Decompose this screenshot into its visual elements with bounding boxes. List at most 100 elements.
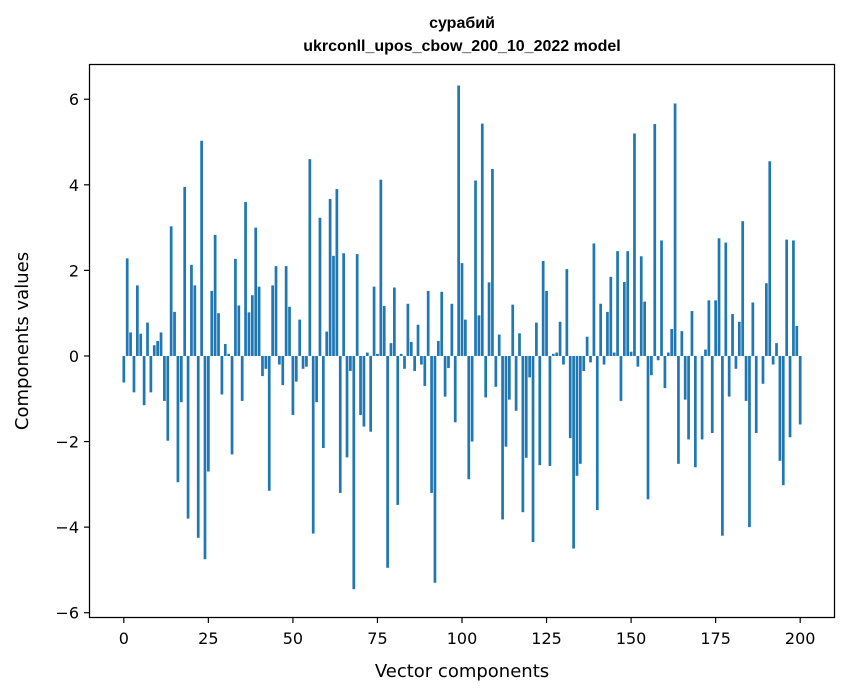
bar (535, 322, 538, 356)
y-axis-label: Components values (12, 252, 33, 430)
bar (156, 341, 159, 356)
bar (663, 355, 667, 389)
bar (440, 291, 444, 356)
bar (315, 355, 318, 403)
y-tick-label: 6 (69, 90, 79, 109)
bar (507, 355, 511, 400)
bar (572, 355, 575, 549)
bar (551, 353, 555, 356)
bar (714, 300, 717, 356)
bar (795, 326, 799, 356)
bar (619, 355, 623, 401)
bar (765, 283, 768, 356)
bar (325, 331, 329, 356)
bar (413, 355, 417, 371)
bar (650, 355, 653, 376)
bar (207, 355, 210, 472)
bar (558, 321, 562, 356)
bar (173, 311, 176, 356)
bar (700, 355, 704, 440)
bar (582, 355, 586, 371)
bar (680, 331, 684, 356)
bar (443, 355, 447, 397)
bar (589, 355, 592, 363)
bar (673, 103, 677, 356)
bar (217, 313, 220, 356)
bar (349, 355, 352, 371)
bar (426, 290, 430, 356)
bar (595, 355, 599, 511)
bar (362, 355, 366, 427)
bar (386, 355, 389, 568)
y-tick-label: −6 (55, 604, 79, 623)
bar (778, 355, 782, 461)
bar (599, 303, 603, 356)
bar (457, 85, 460, 356)
bar (788, 355, 792, 438)
bar (494, 355, 498, 387)
bar (568, 355, 572, 439)
bar (365, 352, 369, 356)
bar (497, 334, 501, 356)
x-tick-label: 50 (283, 629, 303, 648)
bar (321, 355, 325, 448)
chart-subtitle: ukrconll_upos_cbow_200_10_2022 model (303, 38, 620, 55)
bar (775, 343, 778, 356)
bar (524, 355, 528, 458)
x-tick-label: 0 (119, 629, 129, 648)
bar (609, 276, 613, 356)
bar (622, 281, 626, 356)
bar (592, 243, 596, 356)
bar (352, 355, 356, 590)
bar (528, 355, 531, 378)
bar (132, 355, 136, 393)
bar (186, 355, 190, 519)
bar (521, 355, 525, 513)
bar (450, 303, 454, 356)
bar (430, 355, 433, 493)
bar (389, 343, 393, 356)
bar (159, 332, 163, 356)
bar (433, 355, 437, 583)
bar (382, 305, 386, 356)
y-axis-ticks: −6 −4 −2 0 2 4 6 (55, 90, 90, 623)
bar (687, 355, 690, 440)
bar (369, 355, 373, 432)
y-tick-label: −2 (55, 433, 79, 452)
bar (409, 341, 413, 356)
bar (308, 159, 312, 356)
bar (196, 355, 200, 538)
bar (474, 180, 477, 356)
bar (179, 355, 183, 403)
bar (602, 355, 606, 365)
bar (781, 355, 785, 486)
bar (139, 333, 143, 356)
bar (271, 285, 274, 356)
bar (359, 355, 362, 416)
bar (616, 251, 619, 356)
bar (464, 319, 467, 356)
bar (453, 355, 457, 423)
bar (332, 255, 335, 356)
bar (683, 355, 687, 400)
bar (737, 321, 741, 356)
bar (748, 355, 751, 528)
bar (355, 254, 359, 356)
bar (294, 355, 298, 382)
bar (163, 355, 166, 401)
chart-title: сурабий (429, 15, 495, 32)
bar (200, 140, 203, 356)
bar (227, 353, 231, 356)
bar (626, 251, 630, 356)
bar (744, 355, 748, 401)
bar (541, 260, 545, 356)
bar (545, 290, 548, 356)
bar (548, 355, 552, 466)
bar (247, 312, 251, 356)
bar (565, 269, 569, 356)
bar (244, 201, 247, 356)
bar (393, 287, 396, 356)
bar (575, 355, 579, 476)
bar (724, 242, 728, 356)
bar (203, 355, 207, 560)
